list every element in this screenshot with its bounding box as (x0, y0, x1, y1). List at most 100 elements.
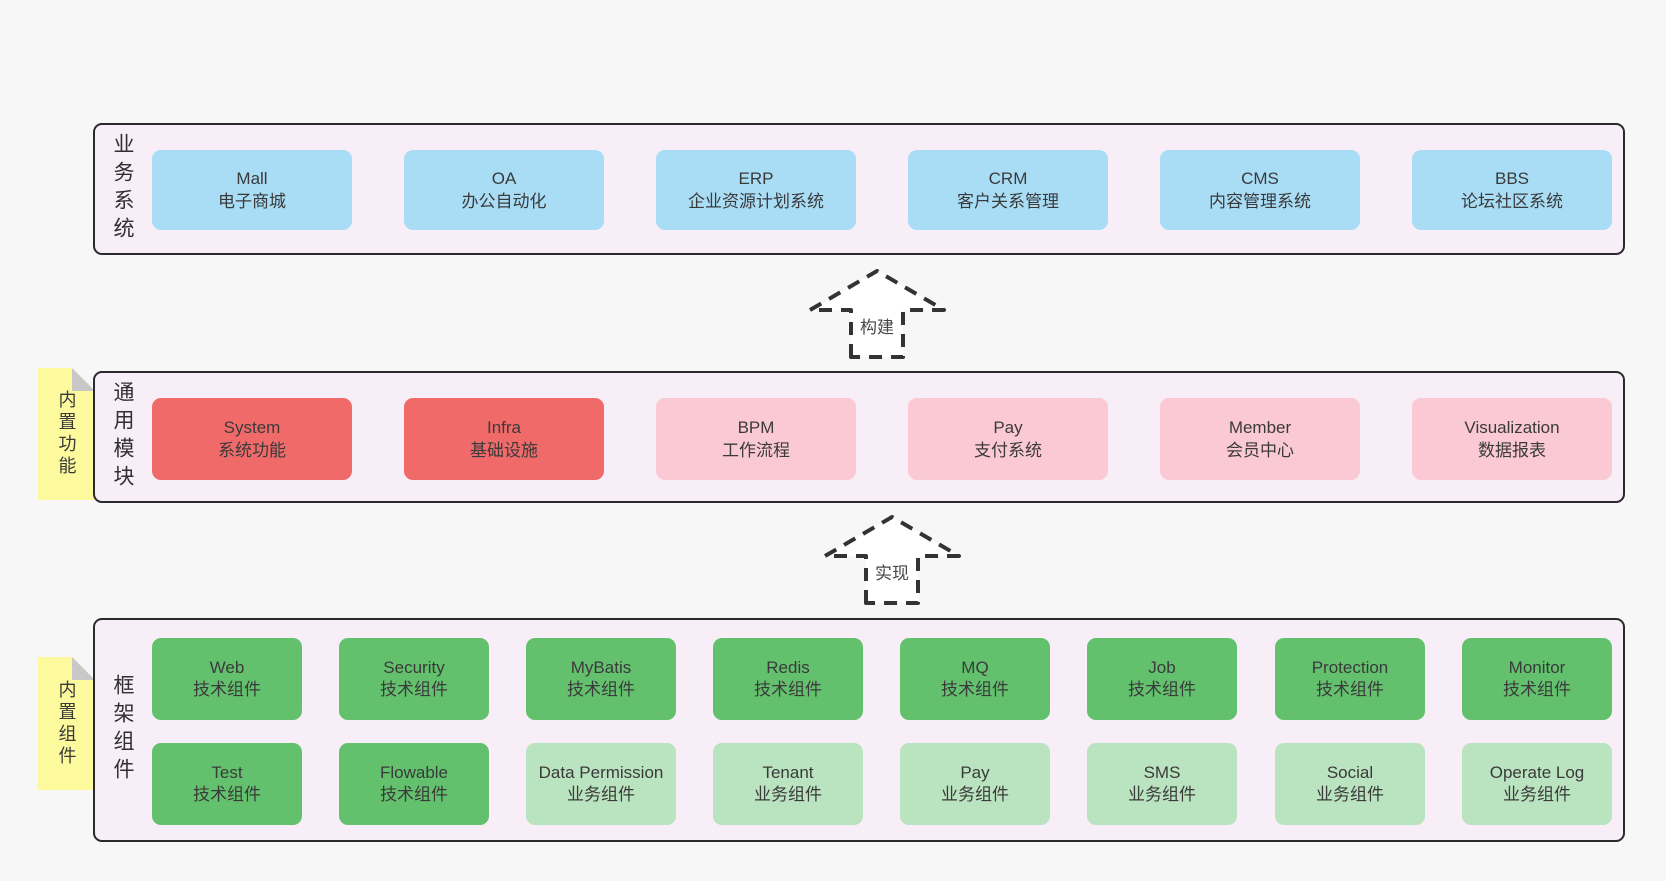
box-subtitle: 技术组件 (754, 680, 822, 699)
box-subtitle: 业务组件 (754, 785, 822, 804)
box-crm: CRM 客户关系管理 (908, 150, 1108, 230)
implement-arrow: 实现 (817, 514, 967, 606)
box-pay: Pay 支付系统 (908, 398, 1108, 480)
box-operate-log: Operate Log 业务组件 (1462, 743, 1612, 825)
box-title: CRM (988, 169, 1028, 188)
box-title: Mall (236, 169, 268, 188)
section-common-modules: 通用模块 System 系统功能 Infra 基础设施 BPM 工作流程 Pay… (93, 371, 1625, 503)
box-subtitle: 客户关系管理 (957, 192, 1059, 211)
box-title: Pay (960, 763, 990, 782)
box-subtitle: 企业资源计划系统 (688, 192, 824, 211)
box-title: Job (1148, 658, 1176, 677)
build-arrow-label: 构建 (860, 318, 894, 337)
section-business-systems: 业务系统 Mall 电子商城 OA 办公自动化 ERP 企业资源计划系统 CRM… (93, 123, 1625, 255)
box-subtitle: 技术组件 (1503, 680, 1571, 699)
box-test: Test 技术组件 (152, 743, 302, 825)
box-title: System (223, 418, 281, 437)
box-title: BPM (737, 418, 775, 437)
box-bbs: BBS 论坛社区系统 (1412, 150, 1612, 230)
box-flowable: Flowable 技术组件 (339, 743, 489, 825)
box-subtitle: 业务组件 (1503, 785, 1571, 804)
box-title: ERP (738, 169, 774, 188)
box-monitor: Monitor 技术组件 (1462, 638, 1612, 720)
box-subtitle: 系统功能 (218, 441, 286, 460)
box-tenant: Tenant 业务组件 (713, 743, 863, 825)
section-label-common-modules: 通用模块 (111, 381, 134, 493)
box-title: Redis (766, 658, 810, 677)
box-title: Member (1228, 418, 1292, 437)
box-title: BBS (1494, 169, 1530, 188)
sticky-note-label: 内置组件 (56, 679, 77, 768)
box-title: Social (1326, 763, 1374, 782)
box-subtitle: 技术组件 (1128, 680, 1196, 699)
box-subtitle: 技术组件 (380, 680, 448, 699)
section-label-framework-components: 框架组件 (111, 674, 134, 786)
build-arrow: 构建 (802, 268, 952, 360)
box-subtitle: 论坛社区系统 (1461, 192, 1563, 211)
box-data-permission: Data Permission 业务组件 (526, 743, 676, 825)
box-subtitle: 工作流程 (722, 441, 790, 460)
box-title: OA (491, 169, 517, 188)
dashed-up-arrow-icon (823, 515, 961, 605)
box-subtitle: 技术组件 (567, 680, 635, 699)
box-title: Infra (486, 418, 522, 437)
box-title: Security (383, 658, 445, 677)
box-subtitle: 技术组件 (193, 680, 261, 699)
box-erp: ERP 企业资源计划系统 (656, 150, 856, 230)
box-subtitle: 业务组件 (941, 785, 1009, 804)
box-sms: SMS 业务组件 (1087, 743, 1237, 825)
section-label-business-systems: 业务系统 (111, 133, 134, 245)
box-subtitle: 技术组件 (941, 680, 1009, 699)
box-redis: Redis 技术组件 (713, 638, 863, 720)
box-subtitle: 基础设施 (470, 441, 538, 460)
box-title: CMS (1241, 169, 1279, 188)
box-web: Web 技术组件 (152, 638, 302, 720)
box-subtitle: 会员中心 (1226, 441, 1294, 460)
box-bpm: BPM 工作流程 (656, 398, 856, 480)
box-subtitle: 数据报表 (1478, 441, 1546, 460)
box-job: Job 技术组件 (1087, 638, 1237, 720)
box-subtitle: 技术组件 (193, 785, 261, 804)
box-title: Operate Log (1489, 763, 1585, 782)
box-title: MyBatis (570, 658, 632, 677)
box-oa: OA 办公自动化 (404, 150, 604, 230)
box-cms: CMS 内容管理系统 (1160, 150, 1360, 230)
box-title: Monitor (1508, 658, 1566, 677)
implement-arrow-label: 实现 (875, 564, 909, 583)
box-security: Security 技术组件 (339, 638, 489, 720)
box-subtitle: 技术组件 (380, 785, 448, 804)
box-title: Tenant (762, 763, 814, 782)
box-subtitle: 业务组件 (1316, 785, 1384, 804)
box-subtitle: 业务组件 (567, 785, 635, 804)
box-subtitle: 支付系统 (974, 441, 1042, 460)
box-mq: MQ 技术组件 (900, 638, 1050, 720)
box-title: Visualization (1464, 418, 1560, 437)
box-title: Pay (993, 418, 1023, 437)
box-title: Flowable (379, 763, 449, 782)
box-subtitle: 内容管理系统 (1209, 192, 1311, 211)
box-system: System 系统功能 (152, 398, 352, 480)
box-subtitle: 电子商城 (218, 192, 286, 211)
box-title: Test (211, 763, 243, 782)
box-visualization: Visualization 数据报表 (1412, 398, 1612, 480)
box-subtitle: 业务组件 (1128, 785, 1196, 804)
box-subtitle: 技术组件 (1316, 680, 1384, 699)
box-title: Protection (1311, 658, 1389, 677)
box-mall: Mall 电子商城 (152, 150, 352, 230)
sticky-note-built-in-features: 内置功能 (38, 368, 95, 500)
box-social: Social 业务组件 (1275, 743, 1425, 825)
box-pay-business: Pay 业务组件 (900, 743, 1050, 825)
box-subtitle: 办公自动化 (461, 192, 547, 211)
section-framework-components: 框架组件 Web 技术组件 Security 技术组件 MyBatis 技术组件… (93, 618, 1625, 842)
sticky-note-label: 内置功能 (56, 390, 77, 478)
box-member: Member 会员中心 (1160, 398, 1360, 480)
box-title: Data Permission (538, 763, 664, 782)
box-infra: Infra 基础设施 (404, 398, 604, 480)
box-protection: Protection 技术组件 (1275, 638, 1425, 720)
box-title: SMS (1143, 763, 1181, 782)
box-title: Web (209, 658, 245, 677)
box-title: MQ (961, 658, 989, 677)
dashed-up-arrow-icon (808, 269, 946, 359)
box-mybatis: MyBatis 技术组件 (526, 638, 676, 720)
